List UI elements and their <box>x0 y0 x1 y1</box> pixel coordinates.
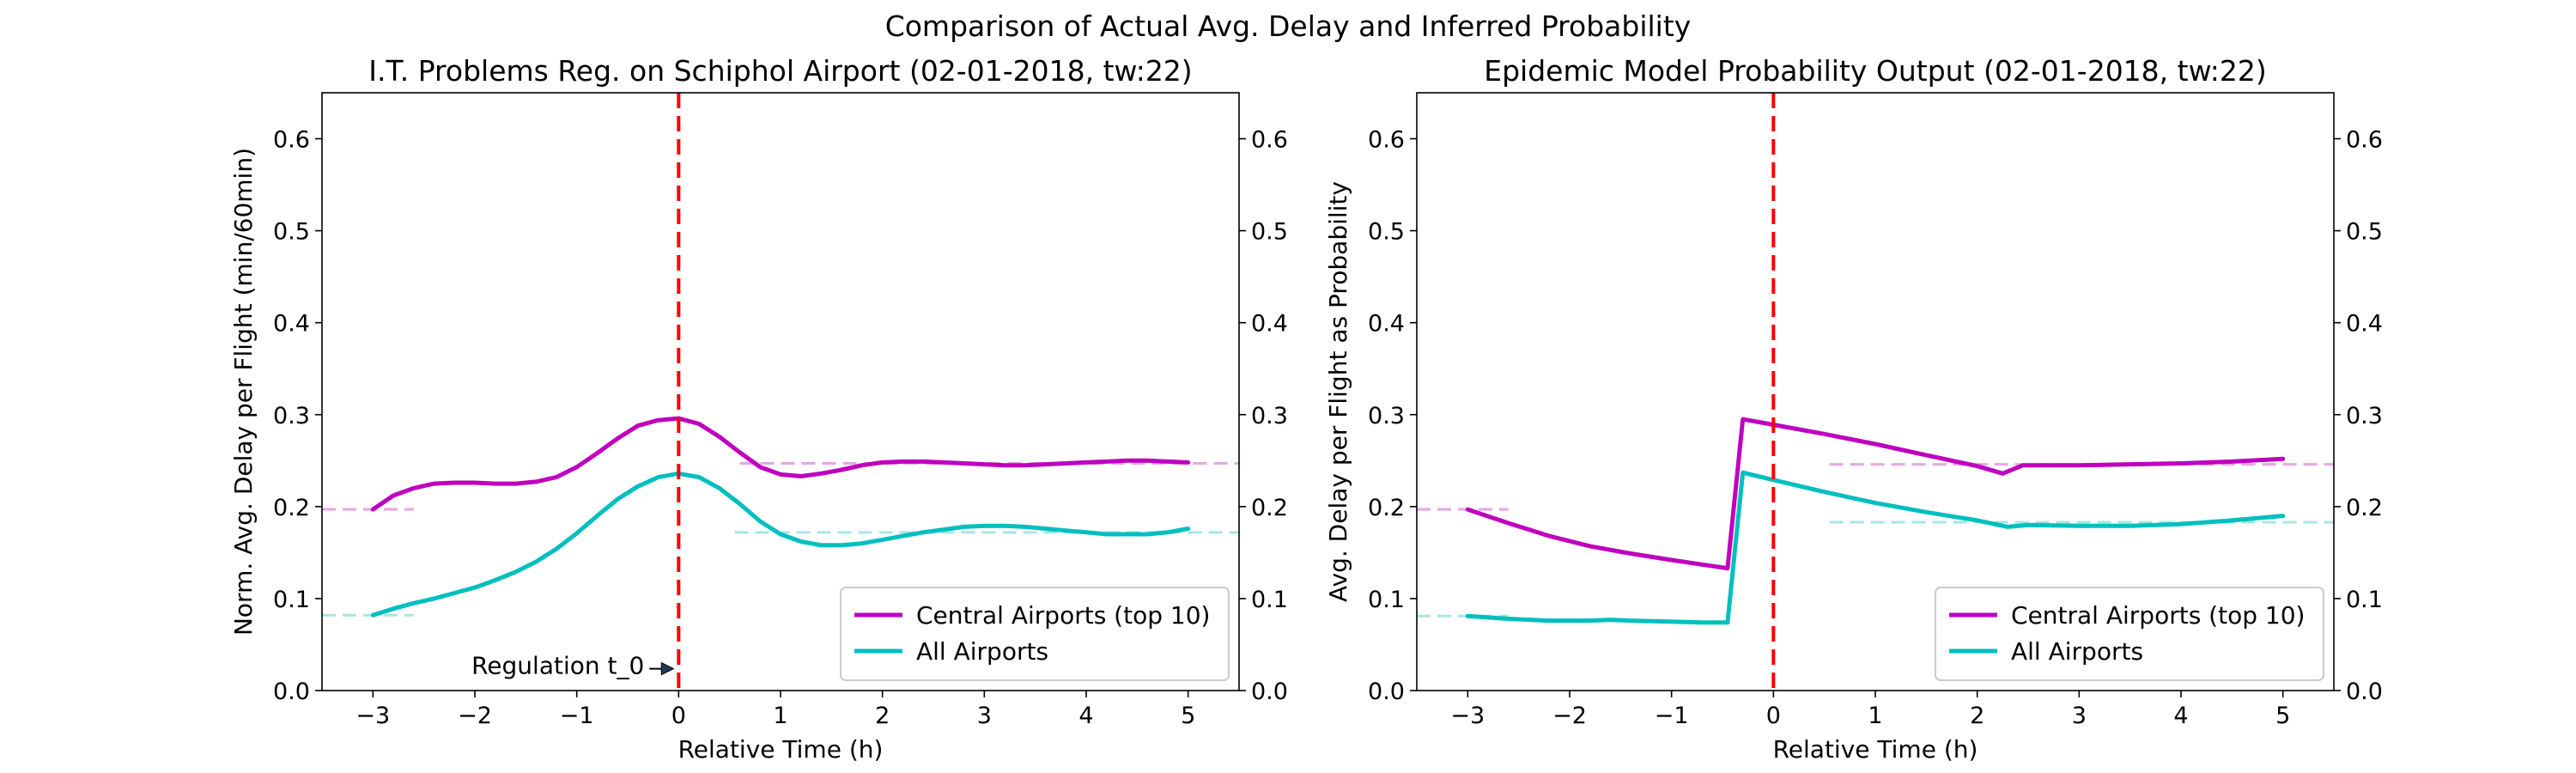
legend-box <box>840 587 1230 681</box>
x-tick-label: 0 <box>1766 703 1781 729</box>
legend-entry: Central Airports (top 10) <box>2011 601 2305 630</box>
series-line-central-airports <box>370 416 1191 512</box>
x-tick-label: 1 <box>773 703 787 729</box>
y-tick-label-left: 0.5 <box>273 219 310 246</box>
x-tick-label: −1 <box>1655 703 1689 729</box>
x-tick-label: 3 <box>977 703 992 729</box>
y-tick-label-left: 0.1 <box>1368 587 1405 613</box>
y-tick-label-right: 0.0 <box>2346 679 2383 705</box>
x-tick-label: −2 <box>1552 703 1587 729</box>
y-tick-label-left: 0.3 <box>1368 403 1405 429</box>
x-tick-label: 2 <box>1970 703 1984 729</box>
y-tick-label-right: 0.6 <box>1251 127 1288 154</box>
y-tick-label-right: 0.1 <box>2346 587 2383 613</box>
y-tick-label-right: 0.5 <box>2346 219 2383 246</box>
y-tick-label-right: 0.2 <box>1251 495 1288 521</box>
x-tick-label: 2 <box>875 703 890 729</box>
left-chart-panel: −3 −2 −1 0 1 2 3 4 5 0.0 0.0 0.1 0.1 0.2 0.2 0.3 0.3 0.4 0… <box>229 54 1288 764</box>
y-tick-label-left: 0.4 <box>1368 311 1405 338</box>
series-line-all-airports <box>370 471 1191 618</box>
y-tick-label-right: 0.1 <box>1251 587 1288 613</box>
y-axis-label: Norm. Avg. Delay per Flight (min/60min) <box>229 148 258 636</box>
y-tick-label-left: 0.3 <box>273 403 310 429</box>
x-tick-label: 4 <box>1078 703 1093 729</box>
panel-title: Epidemic Model Probability Output (02-01… <box>1484 54 2267 88</box>
x-tick-label: 5 <box>2275 703 2290 729</box>
legend-entry: Central Airports (top 10) <box>916 601 1210 630</box>
x-tick-label: 5 <box>1181 703 1195 729</box>
annotation-arrow-head <box>660 661 675 676</box>
y-tick-label-right: 0.3 <box>2346 403 2383 429</box>
right-chart-panel: −3 −2 −1 0 1 2 3 4 5 0.0 0.0 0.1 0.1 0.2 0.2 0.3 0.3 0.4 0… <box>1324 54 2383 764</box>
x-axis-label: Relative Time (h) <box>678 735 884 764</box>
x-tick-label: 1 <box>1868 703 1882 729</box>
y-tick-label-right: 0.4 <box>2346 311 2383 338</box>
y-axis-label: Avg. Delay per Flight as Probability <box>1324 181 1352 602</box>
regulation-annotation: Regulation t_0 <box>471 652 644 680</box>
figure-suptitle: Comparison of Actual Avg. Delay and Infe… <box>885 9 1692 43</box>
y-tick-label-right: 0.6 <box>2346 127 2383 154</box>
y-tick-label-left: 0.1 <box>273 587 310 613</box>
x-tick-label: −3 <box>355 703 390 729</box>
x-tick-label: 0 <box>671 703 686 729</box>
y-tick-label-left: 0.0 <box>273 679 310 705</box>
x-tick-label: 4 <box>2173 703 2188 729</box>
x-tick-label: −2 <box>458 703 492 729</box>
y-tick-label-left: 0.2 <box>1368 495 1405 521</box>
y-tick-label-right: 0.5 <box>1251 219 1288 246</box>
y-tick-label-left: 0.5 <box>1368 219 1405 246</box>
y-tick-label-left: 0.6 <box>1368 127 1405 154</box>
panel-title: I.T. Problems Reg. on Schiphol Airport (… <box>368 54 1192 88</box>
y-tick-label-right: 0.4 <box>1251 311 1288 338</box>
legend-entry: All Airports <box>916 637 1048 666</box>
series-line-all-airports <box>1465 470 2286 625</box>
x-tick-label: −1 <box>560 703 594 729</box>
legend-box <box>1935 587 2324 681</box>
x-tick-label: 3 <box>2072 703 2087 729</box>
y-tick-label-right: 0.2 <box>2346 495 2383 521</box>
y-tick-label-right: 0.0 <box>1251 679 1288 705</box>
y-tick-label-left: 0.2 <box>273 495 310 521</box>
y-tick-label-right: 0.3 <box>1251 403 1288 429</box>
legend-entry: All Airports <box>2011 637 2143 666</box>
x-axis-label: Relative Time (h) <box>1773 735 1978 764</box>
y-tick-label-left: 0.4 <box>273 311 310 338</box>
series-line-central-airports <box>1465 417 2286 571</box>
x-tick-label: −3 <box>1450 703 1485 729</box>
y-tick-label-left: 0.6 <box>273 127 310 154</box>
y-tick-label-left: 0.0 <box>1368 679 1405 705</box>
